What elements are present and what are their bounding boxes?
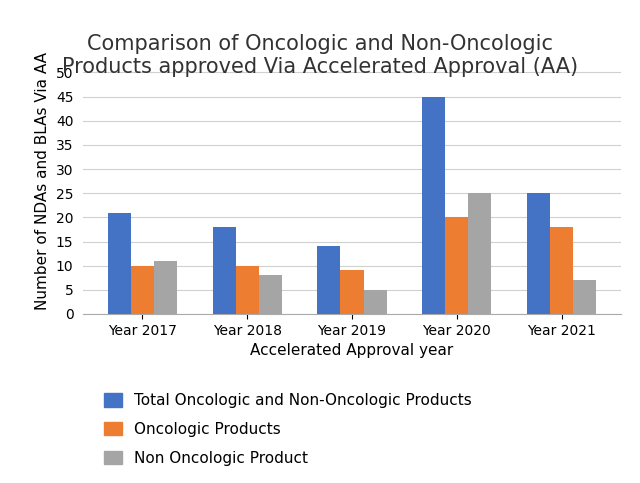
Bar — [317, 246, 340, 314]
Legend: Total Oncologic and Non-Oncologic Products, Oncologic Products, Non Oncologic Pr: Total Oncologic and Non-Oncologic Produc… — [104, 393, 472, 466]
Text: Comparison of Oncologic and Non-Oncologic
Products approved Via Accelerated Appr: Comparison of Oncologic and Non-Oncologi… — [62, 34, 578, 77]
Bar — [154, 261, 177, 314]
Bar — [259, 275, 282, 314]
Bar — [527, 193, 550, 314]
Bar — [108, 213, 131, 314]
Bar — [212, 227, 236, 314]
Bar — [445, 217, 468, 314]
X-axis label: Accelerated Approval year: Accelerated Approval year — [250, 343, 454, 358]
Bar — [131, 266, 154, 314]
Y-axis label: Number of NDAs and BLAs Via AA: Number of NDAs and BLAs Via AA — [35, 52, 51, 310]
Bar — [550, 227, 573, 314]
Bar — [236, 266, 259, 314]
Bar — [364, 290, 387, 314]
Bar — [340, 270, 364, 314]
Bar — [468, 193, 492, 314]
Bar — [573, 280, 596, 314]
Bar — [422, 97, 445, 314]
